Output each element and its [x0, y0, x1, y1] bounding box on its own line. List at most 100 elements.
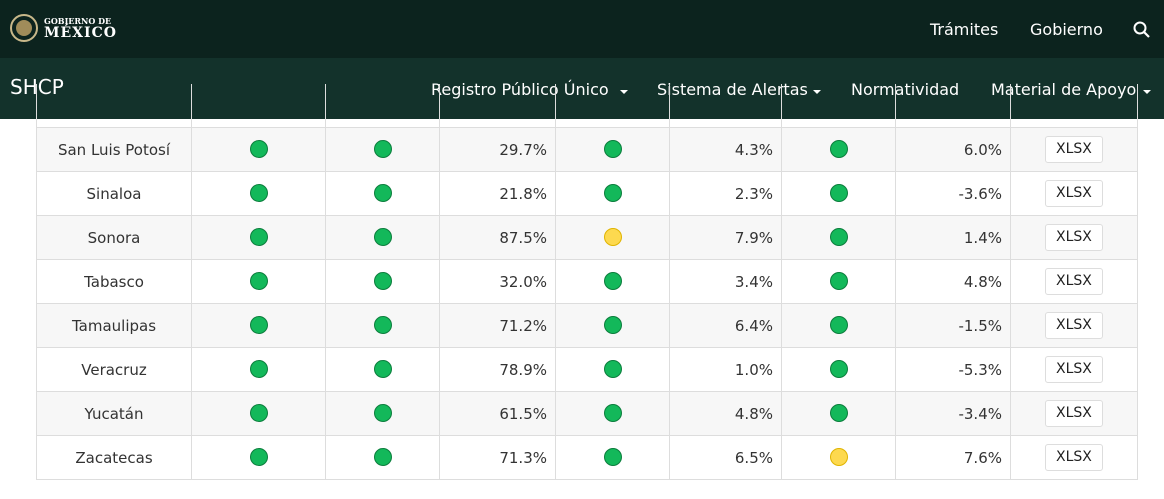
download-button[interactable]: XLSX [1045, 224, 1103, 251]
download-button[interactable]: XLSX [1045, 356, 1103, 383]
state-name: Sonora [36, 216, 192, 260]
state-name: Zacatecas [36, 436, 192, 480]
percent-value: -5.3% [896, 348, 1011, 392]
status-dot [250, 272, 268, 290]
menu-item[interactable]: Sistema de Alertas [657, 80, 808, 99]
state-name: Yucatán [36, 392, 192, 436]
status-dot [374, 272, 392, 290]
nav-link[interactable]: Trámites [930, 20, 999, 39]
cell [556, 392, 670, 436]
cell [556, 436, 670, 480]
status-dot [250, 360, 268, 378]
table: San Luis Potosí 29.7% 4.3% 6.0% XLSX Sinaloa 2… [0, 84, 1164, 499]
cell [192, 304, 326, 348]
status-dot [830, 228, 848, 246]
status-dot [830, 316, 848, 334]
status-dot [374, 140, 392, 158]
percent-value: 1.4% [896, 216, 1011, 260]
cell: XLSX [1011, 128, 1138, 172]
status-dot [604, 360, 622, 378]
cell [556, 128, 670, 172]
cell [782, 172, 896, 216]
download-button[interactable]: XLSX [1045, 268, 1103, 295]
percent-value: 4.8% [670, 392, 782, 436]
status-dot [250, 404, 268, 422]
cell [192, 260, 326, 304]
percent-value: 3.4% [670, 260, 782, 304]
cell [782, 216, 896, 260]
top-bar: GOBIERNO DE MÉXICO Trámites Gobierno [0, 0, 1164, 58]
cell [326, 260, 440, 304]
cell: XLSX [1011, 216, 1138, 260]
status-dot [374, 360, 392, 378]
status-dot [830, 140, 848, 158]
cell [326, 128, 440, 172]
cell [192, 128, 326, 172]
caret [620, 90, 628, 94]
cell [326, 304, 440, 348]
cell [556, 260, 670, 304]
state-name: Veracruz [36, 348, 192, 392]
percent-value: 7.6% [896, 436, 1011, 480]
status-dot [604, 184, 622, 202]
cell [782, 260, 896, 304]
download-button[interactable]: XLSX [1045, 180, 1103, 207]
status-dot [250, 140, 268, 158]
logo-line1: GOBIERNO DE [44, 16, 112, 26]
nav-link[interactable]: Gobierno [1030, 20, 1103, 39]
cell [36, 84, 192, 128]
cell [326, 348, 440, 392]
percent-value: -3.4% [896, 392, 1011, 436]
cell [782, 436, 896, 480]
state-name: Tabasco [36, 260, 192, 304]
percent-value: 78.9% [440, 348, 556, 392]
download-button[interactable]: XLSX [1045, 444, 1103, 471]
download-button[interactable]: XLSX [1045, 136, 1103, 163]
status-dot [604, 404, 622, 422]
percent-value: 2.3% [670, 172, 782, 216]
cell: XLSX [1011, 436, 1138, 480]
menu-item[interactable]: Material de Apoyo [991, 80, 1137, 99]
cell [1011, 84, 1138, 128]
caret [813, 90, 821, 94]
status-dot [250, 448, 268, 466]
status-dot [604, 272, 622, 290]
percent-value: 6.4% [670, 304, 782, 348]
cell: XLSX [1011, 172, 1138, 216]
status-dot [830, 448, 848, 466]
cell: XLSX [1011, 304, 1138, 348]
status-dot [830, 404, 848, 422]
cell [896, 84, 1011, 128]
cell [782, 348, 896, 392]
percent-value: 4.3% [670, 128, 782, 172]
cell [556, 172, 670, 216]
status-dot [830, 184, 848, 202]
cell [192, 216, 326, 260]
state-name: Tamaulipas [36, 304, 192, 348]
percent-value: 4.8% [896, 260, 1011, 304]
percent-value: -1.5% [896, 304, 1011, 348]
percent-value: 61.5% [440, 392, 556, 436]
status-dot [830, 272, 848, 290]
caret [1143, 90, 1151, 94]
menu-item[interactable]: Normatividad [851, 80, 960, 99]
cell [192, 172, 326, 216]
percent-value: 1.0% [670, 348, 782, 392]
menu-item[interactable]: Registro Público Único [431, 80, 609, 99]
status-dot [250, 184, 268, 202]
percent-value: -3.6% [896, 172, 1011, 216]
download-button[interactable]: XLSX [1045, 312, 1103, 339]
state-name: San Luis Potosí [36, 128, 192, 172]
cell: XLSX [1011, 392, 1138, 436]
download-button[interactable]: XLSX [1045, 400, 1103, 427]
status-dot [250, 316, 268, 334]
percent-value: 71.2% [440, 304, 556, 348]
percent-value: 29.7% [440, 128, 556, 172]
status-dot [374, 184, 392, 202]
search-icon[interactable] [1133, 21, 1151, 39]
logo-emblem [10, 14, 38, 42]
percent-value: 21.8% [440, 172, 556, 216]
cell [326, 172, 440, 216]
status-dot [830, 360, 848, 378]
